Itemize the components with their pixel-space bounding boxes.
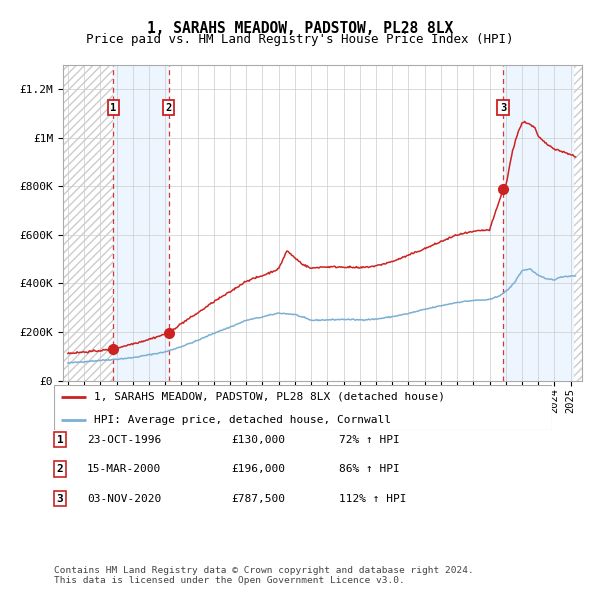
Bar [503, 65, 582, 381]
Text: 03-NOV-2020: 03-NOV-2020 [87, 494, 161, 503]
Bar [63, 65, 113, 381]
Text: HPI: Average price, detached house, Cornwall: HPI: Average price, detached house, Corn… [94, 415, 391, 425]
Bar [574, 65, 582, 381]
Text: 1, SARAHS MEADOW, PADSTOW, PL28 8LX: 1, SARAHS MEADOW, PADSTOW, PL28 8LX [147, 21, 453, 35]
Text: 86% ↑ HPI: 86% ↑ HPI [339, 464, 400, 474]
Bar [113, 65, 169, 381]
Text: 1: 1 [56, 435, 64, 444]
Text: Price paid vs. HM Land Registry's House Price Index (HPI): Price paid vs. HM Land Registry's House … [86, 33, 514, 46]
Text: 3: 3 [56, 494, 64, 503]
Text: 3: 3 [500, 103, 506, 113]
Text: 2: 2 [56, 464, 64, 474]
Text: £196,000: £196,000 [231, 464, 285, 474]
Text: 2: 2 [166, 103, 172, 113]
Text: Contains HM Land Registry data © Crown copyright and database right 2024.
This d: Contains HM Land Registry data © Crown c… [54, 566, 474, 585]
Text: 72% ↑ HPI: 72% ↑ HPI [339, 435, 400, 444]
Text: 112% ↑ HPI: 112% ↑ HPI [339, 494, 407, 503]
Bar [169, 65, 503, 381]
Text: 23-OCT-1996: 23-OCT-1996 [87, 435, 161, 444]
Text: £130,000: £130,000 [231, 435, 285, 444]
Text: 1, SARAHS MEADOW, PADSTOW, PL28 8LX (detached house): 1, SARAHS MEADOW, PADSTOW, PL28 8LX (det… [94, 392, 445, 402]
Text: 15-MAR-2000: 15-MAR-2000 [87, 464, 161, 474]
Text: 1: 1 [110, 103, 116, 113]
Text: £787,500: £787,500 [231, 494, 285, 503]
